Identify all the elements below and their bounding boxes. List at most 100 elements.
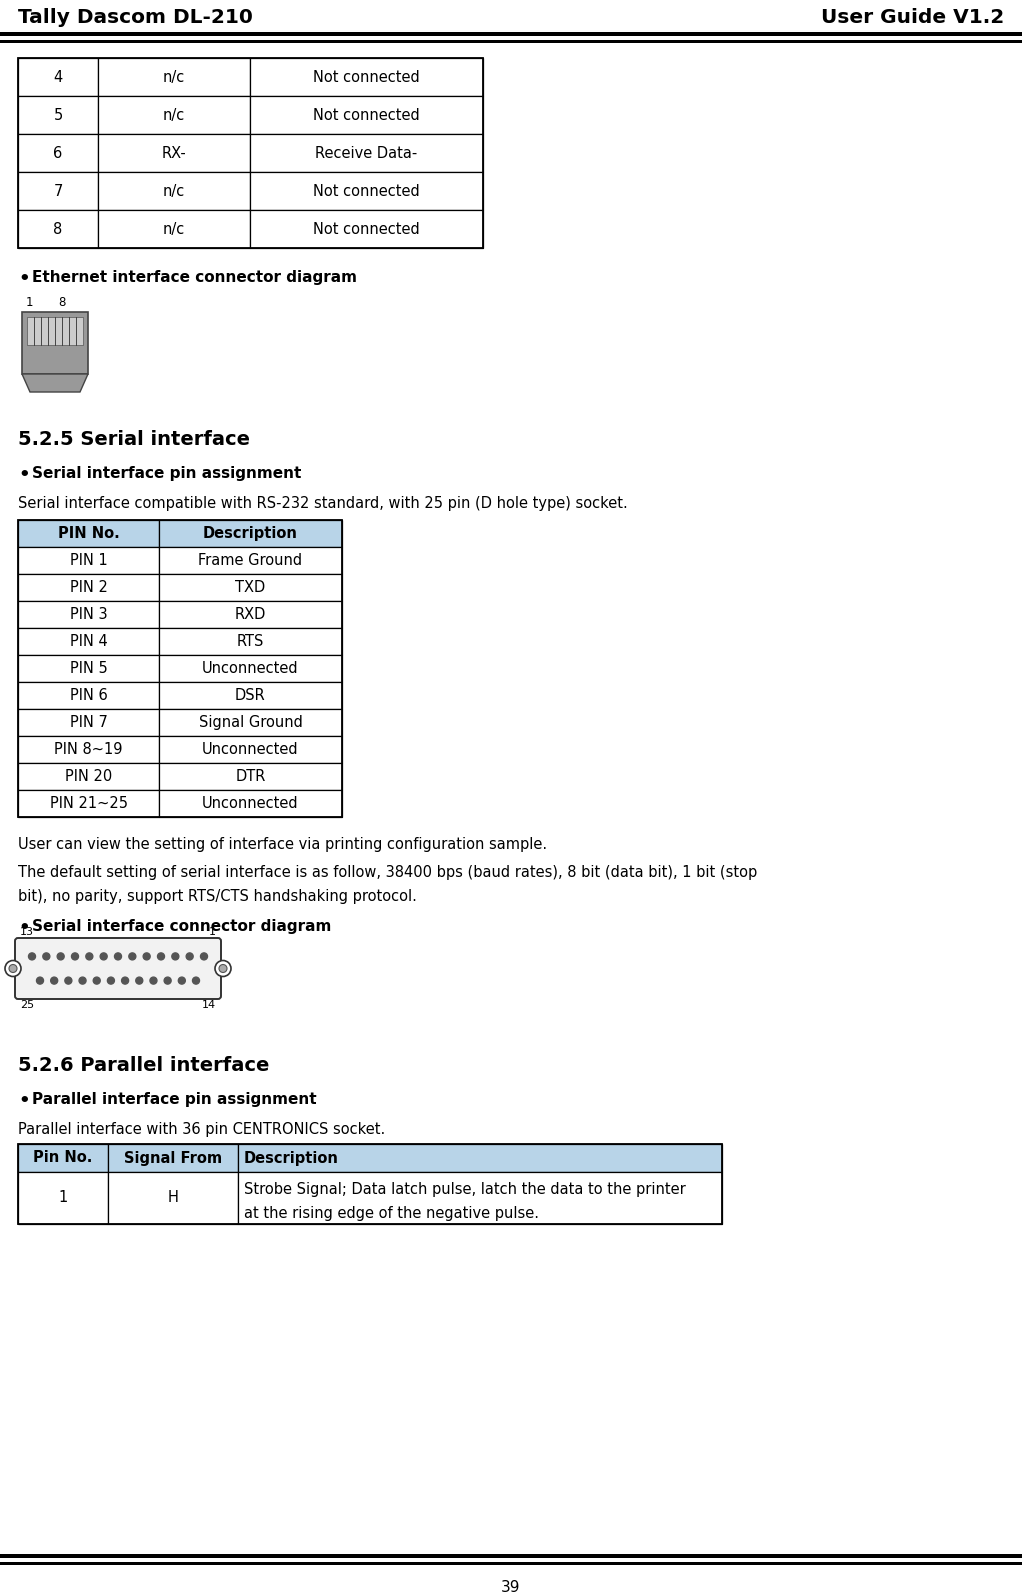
Bar <box>0 1554 1022 1557</box>
Circle shape <box>215 961 231 977</box>
Text: Not connected: Not connected <box>313 222 420 236</box>
Text: 5.2.6 Parallel interface: 5.2.6 Parallel interface <box>18 1055 270 1074</box>
Text: 8: 8 <box>58 296 65 309</box>
Text: Serial interface compatible with RS-232 standard, with 25 pin (D hole type) sock: Serial interface compatible with RS-232 … <box>18 496 628 512</box>
Circle shape <box>192 977 199 983</box>
Text: Not connected: Not connected <box>313 183 420 199</box>
Bar <box>98 96 250 134</box>
Text: Unconnected: Unconnected <box>202 741 298 757</box>
Text: PIN 4: PIN 4 <box>69 634 107 649</box>
Circle shape <box>29 953 36 960</box>
Text: Not connected: Not connected <box>313 70 420 84</box>
Text: Strobe Signal; Data latch pulse, latch the data to the printer: Strobe Signal; Data latch pulse, latch t… <box>244 1183 686 1197</box>
Text: Receive Data-: Receive Data- <box>316 145 418 161</box>
Circle shape <box>107 977 114 983</box>
Text: •: • <box>18 465 30 485</box>
Text: 7: 7 <box>53 183 62 199</box>
Text: bit), no parity, support RTS/CTS handshaking protocol.: bit), no parity, support RTS/CTS handsha… <box>18 889 417 904</box>
Text: •: • <box>18 269 30 289</box>
Circle shape <box>93 977 100 983</box>
Circle shape <box>79 977 86 983</box>
Circle shape <box>72 953 79 960</box>
FancyBboxPatch shape <box>15 937 221 999</box>
Bar <box>18 655 159 682</box>
Circle shape <box>57 953 64 960</box>
Text: RX-: RX- <box>161 145 186 161</box>
Text: n/c: n/c <box>162 183 185 199</box>
Text: PIN 8~19: PIN 8~19 <box>54 741 123 757</box>
Circle shape <box>200 953 207 960</box>
Bar <box>18 96 98 134</box>
Bar <box>159 628 342 655</box>
Text: Description: Description <box>203 526 298 540</box>
Bar <box>159 574 342 601</box>
Text: TXD: TXD <box>235 580 266 595</box>
Bar <box>250 172 483 210</box>
Bar <box>18 57 98 96</box>
Text: Description: Description <box>244 1151 339 1165</box>
Bar <box>159 764 342 791</box>
Bar <box>18 520 159 547</box>
Bar <box>18 1172 108 1224</box>
Bar <box>18 57 483 249</box>
Circle shape <box>37 977 44 983</box>
Text: RTS: RTS <box>237 634 265 649</box>
Bar <box>108 1144 238 1172</box>
Text: Parallel interface with 36 pin CENTRONICS socket.: Parallel interface with 36 pin CENTRONIC… <box>18 1122 385 1137</box>
Text: PIN No.: PIN No. <box>57 526 120 540</box>
Bar <box>108 1172 238 1224</box>
Bar <box>0 1562 1022 1565</box>
Text: PIN 1: PIN 1 <box>69 553 107 567</box>
Bar <box>159 601 342 628</box>
Bar <box>98 172 250 210</box>
Bar <box>18 628 159 655</box>
Text: The default setting of serial interface is as follow, 38400 bps (baud rates), 8 : The default setting of serial interface … <box>18 866 757 880</box>
Text: DTR: DTR <box>235 768 266 784</box>
Circle shape <box>43 953 50 960</box>
Text: Serial interface connector diagram: Serial interface connector diagram <box>32 920 331 934</box>
Bar <box>18 574 159 601</box>
Bar <box>18 791 159 818</box>
Bar <box>18 210 98 249</box>
Text: Parallel interface pin assignment: Parallel interface pin assignment <box>32 1092 317 1106</box>
Polygon shape <box>22 375 88 392</box>
Text: 1: 1 <box>58 1191 67 1205</box>
Text: 14: 14 <box>202 999 216 1011</box>
Bar <box>22 312 88 375</box>
Bar <box>0 40 1022 43</box>
Circle shape <box>114 953 122 960</box>
Text: DSR: DSR <box>235 689 266 703</box>
Bar <box>159 520 342 547</box>
Text: User can view the setting of interface via printing configuration sample.: User can view the setting of interface v… <box>18 837 547 853</box>
Bar <box>18 520 342 818</box>
Circle shape <box>86 953 93 960</box>
Bar <box>238 1144 722 1172</box>
Bar <box>250 134 483 172</box>
Bar <box>0 32 1022 37</box>
Text: 5.2.5 Serial interface: 5.2.5 Serial interface <box>18 430 250 450</box>
Text: Ethernet interface connector diagram: Ethernet interface connector diagram <box>32 269 357 285</box>
Bar <box>159 709 342 736</box>
Text: User Guide V1.2: User Guide V1.2 <box>821 8 1004 27</box>
Bar <box>250 210 483 249</box>
Text: n/c: n/c <box>162 70 185 84</box>
Circle shape <box>186 953 193 960</box>
Text: PIN 20: PIN 20 <box>64 768 112 784</box>
Bar <box>159 682 342 709</box>
Text: 1: 1 <box>26 296 34 309</box>
Text: Tally Dascom DL-210: Tally Dascom DL-210 <box>18 8 252 27</box>
Bar <box>18 601 159 628</box>
Bar <box>250 57 483 96</box>
Bar <box>18 172 98 210</box>
Text: 5: 5 <box>53 107 62 123</box>
Text: Unconnected: Unconnected <box>202 795 298 811</box>
Bar <box>98 134 250 172</box>
Text: n/c: n/c <box>162 222 185 236</box>
Circle shape <box>136 977 143 983</box>
Text: PIN 5: PIN 5 <box>69 662 107 676</box>
Text: 13: 13 <box>20 928 34 937</box>
Text: Signal From: Signal From <box>124 1151 222 1165</box>
Text: 39: 39 <box>501 1580 521 1594</box>
Bar <box>98 210 250 249</box>
Text: Pin No.: Pin No. <box>34 1151 93 1165</box>
